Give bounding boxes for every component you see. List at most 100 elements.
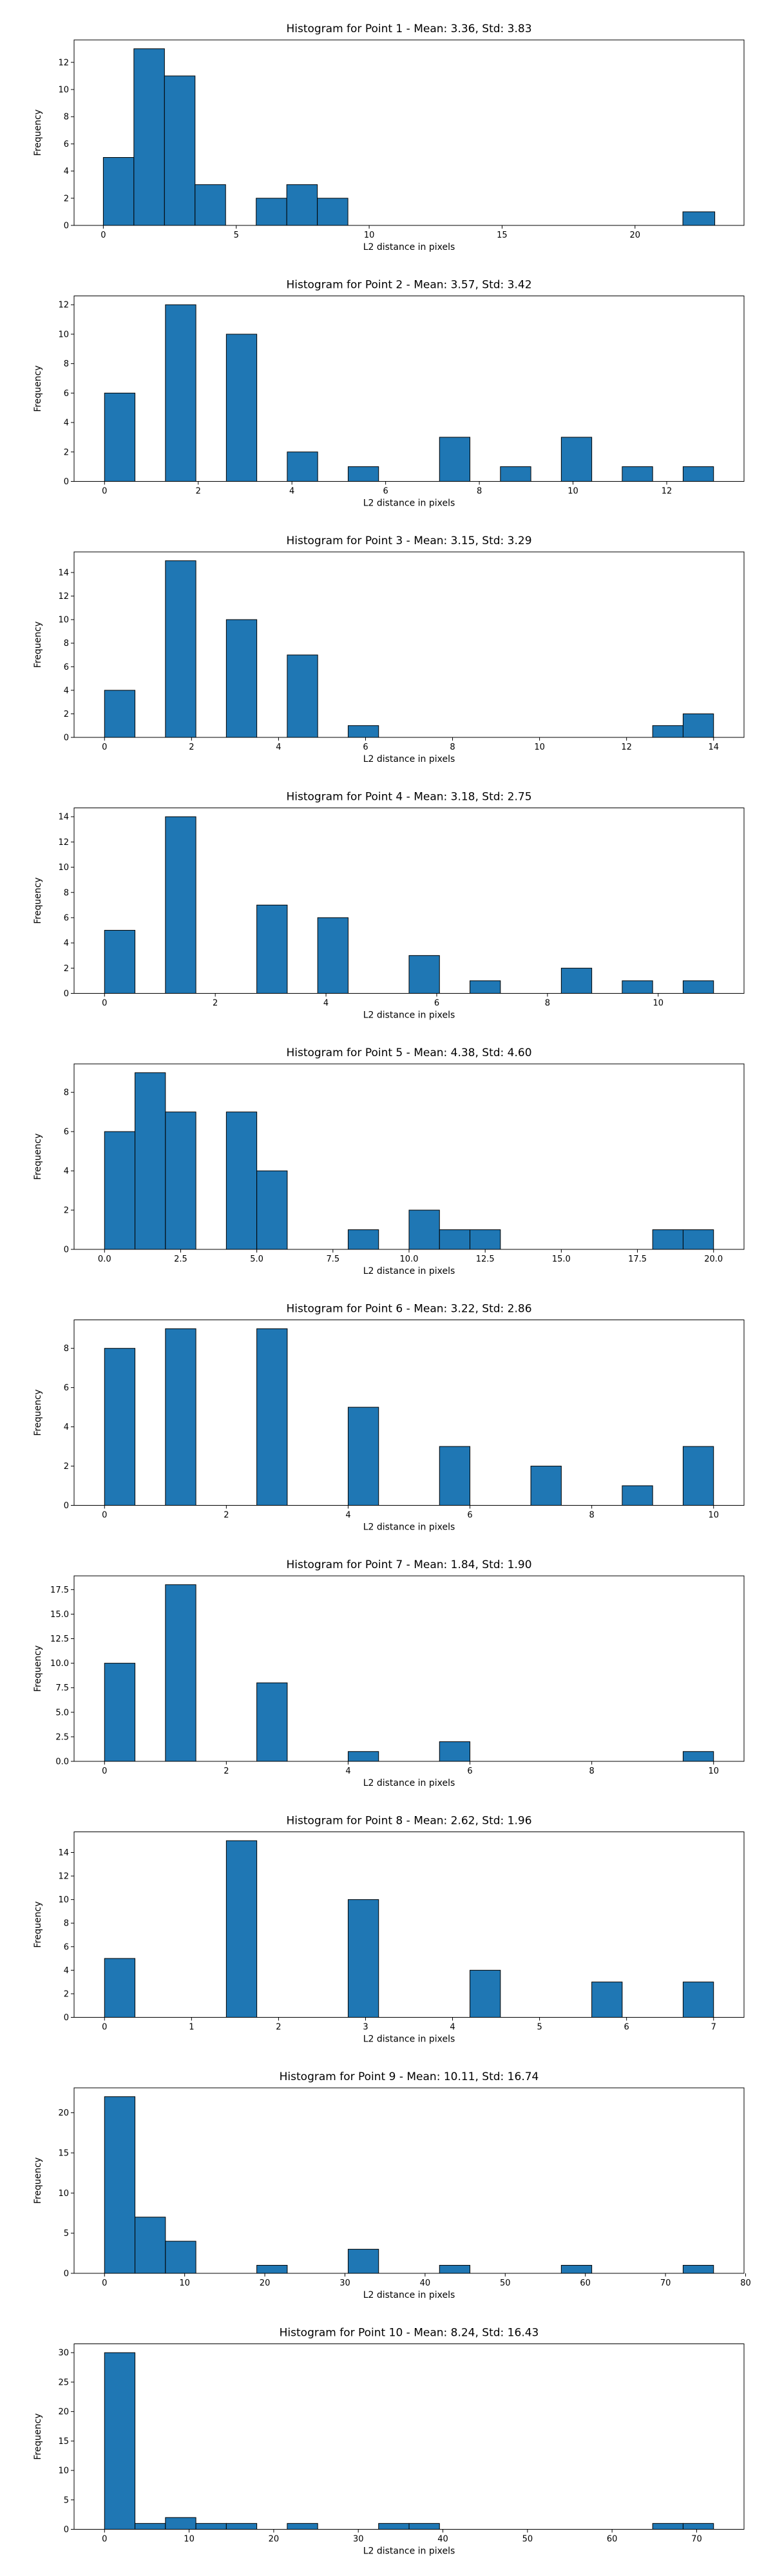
histogram-bar [286,184,318,226]
x-tick-label: 10 [179,2278,190,2288]
histogram-bar [104,1958,136,2018]
y-axis-label: Frequency [33,109,43,156]
plot-frame [73,808,745,994]
chart-title: Histogram for Point 2 - Mean: 3.57, Std:… [286,279,531,292]
chart-title: Histogram for Point 6 - Mean: 3.22, Std:… [286,1303,531,1316]
histogram-bar [165,1112,196,1250]
y-tick-label: 0.0 [55,1757,69,1767]
histogram-bar [682,1446,714,1506]
y-tick-label: 10 [58,330,69,339]
histogram-bar [317,917,348,994]
x-tick-label: 20.0 [704,1255,723,1264]
histogram-bar [347,1899,379,2018]
x-tick-label: 0 [102,2023,107,2032]
histogram-bars [104,1328,714,1506]
y-axis-label: Frequency [33,877,43,923]
histogram-bar [347,2249,379,2274]
histogram-bar [317,198,348,226]
y-axis-label: Frequency [33,1133,43,1180]
x-tick-label: 0 [102,2535,107,2544]
y-tick-label: 2 [64,1989,69,1999]
x-tick-label: 60 [580,2278,591,2288]
x-axis-label: L2 distance in pixels [363,1010,455,1021]
x-tick-label: 3 [363,2023,368,2032]
histogram-bar [682,2523,714,2530]
x-tick-label: 12 [621,743,632,752]
histogram-bar [165,816,196,994]
x-tick-label: 8 [477,487,482,497]
x-tick-label: 4 [289,487,294,497]
y-tick-label: 0 [64,2525,69,2535]
histogram-bar [104,1131,136,1250]
x-tick-label: 70 [660,2278,671,2288]
x-tick-label: 1 [189,2023,194,2032]
x-axis-label: L2 distance in pixels [363,754,455,764]
y-tick-label: 20 [58,2407,69,2417]
x-tick-label: 2 [224,1766,229,1776]
y-tick-label: 2.5 [55,1732,69,1742]
histogram-bar [104,2352,136,2530]
histogram-bar [256,1170,288,1250]
y-tick-label: 0 [64,222,69,231]
histogram-bar [165,560,196,738]
histogram-bar [225,1112,258,1250]
histogram-bar [104,690,136,738]
y-tick-label: 5 [64,2229,69,2239]
x-tick-label: 7.5 [326,1255,339,1264]
y-tick-label: 14 [58,1848,69,1858]
x-tick-label: 8 [589,1766,594,1776]
plot-frame [73,551,745,738]
y-tick-label: 17.5 [50,1586,69,1595]
y-axis-label: Frequency [33,621,43,668]
histogram-panel-8: Histogram for Point 8 - Mean: 2.62, Std:… [33,1815,745,2045]
histogram-bar [102,157,135,226]
x-tick-label: 4 [276,743,281,752]
plot-frame [73,2344,745,2530]
y-tick-label: 14 [58,813,69,822]
y-tick-label: 6 [64,913,69,923]
histogram-bar [164,75,196,226]
y-tick-label: 0 [64,477,69,487]
histogram-bar [682,1982,714,2018]
histogram-bar [104,930,136,994]
histogram-bar [560,2265,593,2274]
y-tick-label: 12 [58,58,69,68]
y-tick-label: 0 [64,734,69,743]
x-axis-label: L2 distance in pixels [363,2034,455,2045]
histogram-bar [225,1840,258,2018]
y-tick-label: 8 [64,639,69,649]
histogram-panel-7: Histogram for Point 7 - Mean: 1.84, Std:… [33,1558,745,1788]
y-tick-label: 8 [64,1088,69,1098]
y-tick-label: 5 [64,2496,69,2505]
histogram-bar [347,466,379,482]
histogram-bar [287,654,318,738]
y-tick-label: 6 [64,140,69,149]
plot-frame [73,1575,745,1762]
histogram-bar [135,1072,166,1250]
histogram-bar [500,466,531,482]
histogram-bar [347,1229,379,1250]
x-tick-label: 20 [630,231,641,240]
histogram-bar [378,2523,410,2530]
y-tick-label: 12 [58,301,69,310]
x-tick-label: 70 [691,2535,702,2544]
histogram-bar [408,955,440,994]
histogram-panel-3: Histogram for Point 3 - Mean: 3.15, Std:… [33,535,745,764]
x-tick-label: 10 [184,2535,195,2544]
x-tick-label: 30 [339,2278,350,2288]
x-axis-label: L2 distance in pixels [363,1778,455,1788]
x-tick-label: 0 [102,999,107,1009]
histogram-bar [408,2523,440,2530]
x-tick-label: 0 [102,2278,107,2288]
histogram-panel-4: Histogram for Point 4 - Mean: 3.18, Std:… [33,791,745,1021]
x-tick-label: 2 [213,999,218,1009]
x-tick-label: 2 [224,1511,229,1520]
histogram-bar [347,725,379,738]
x-tick-label: 60 [607,2535,618,2544]
histogram-panel-6: Histogram for Point 6 - Mean: 3.22, Std:… [33,1303,745,1533]
y-tick-label: 30 [58,2349,69,2358]
histogram-bar [256,904,288,994]
histogram-bars [102,48,716,226]
histogram-bar [622,980,653,994]
